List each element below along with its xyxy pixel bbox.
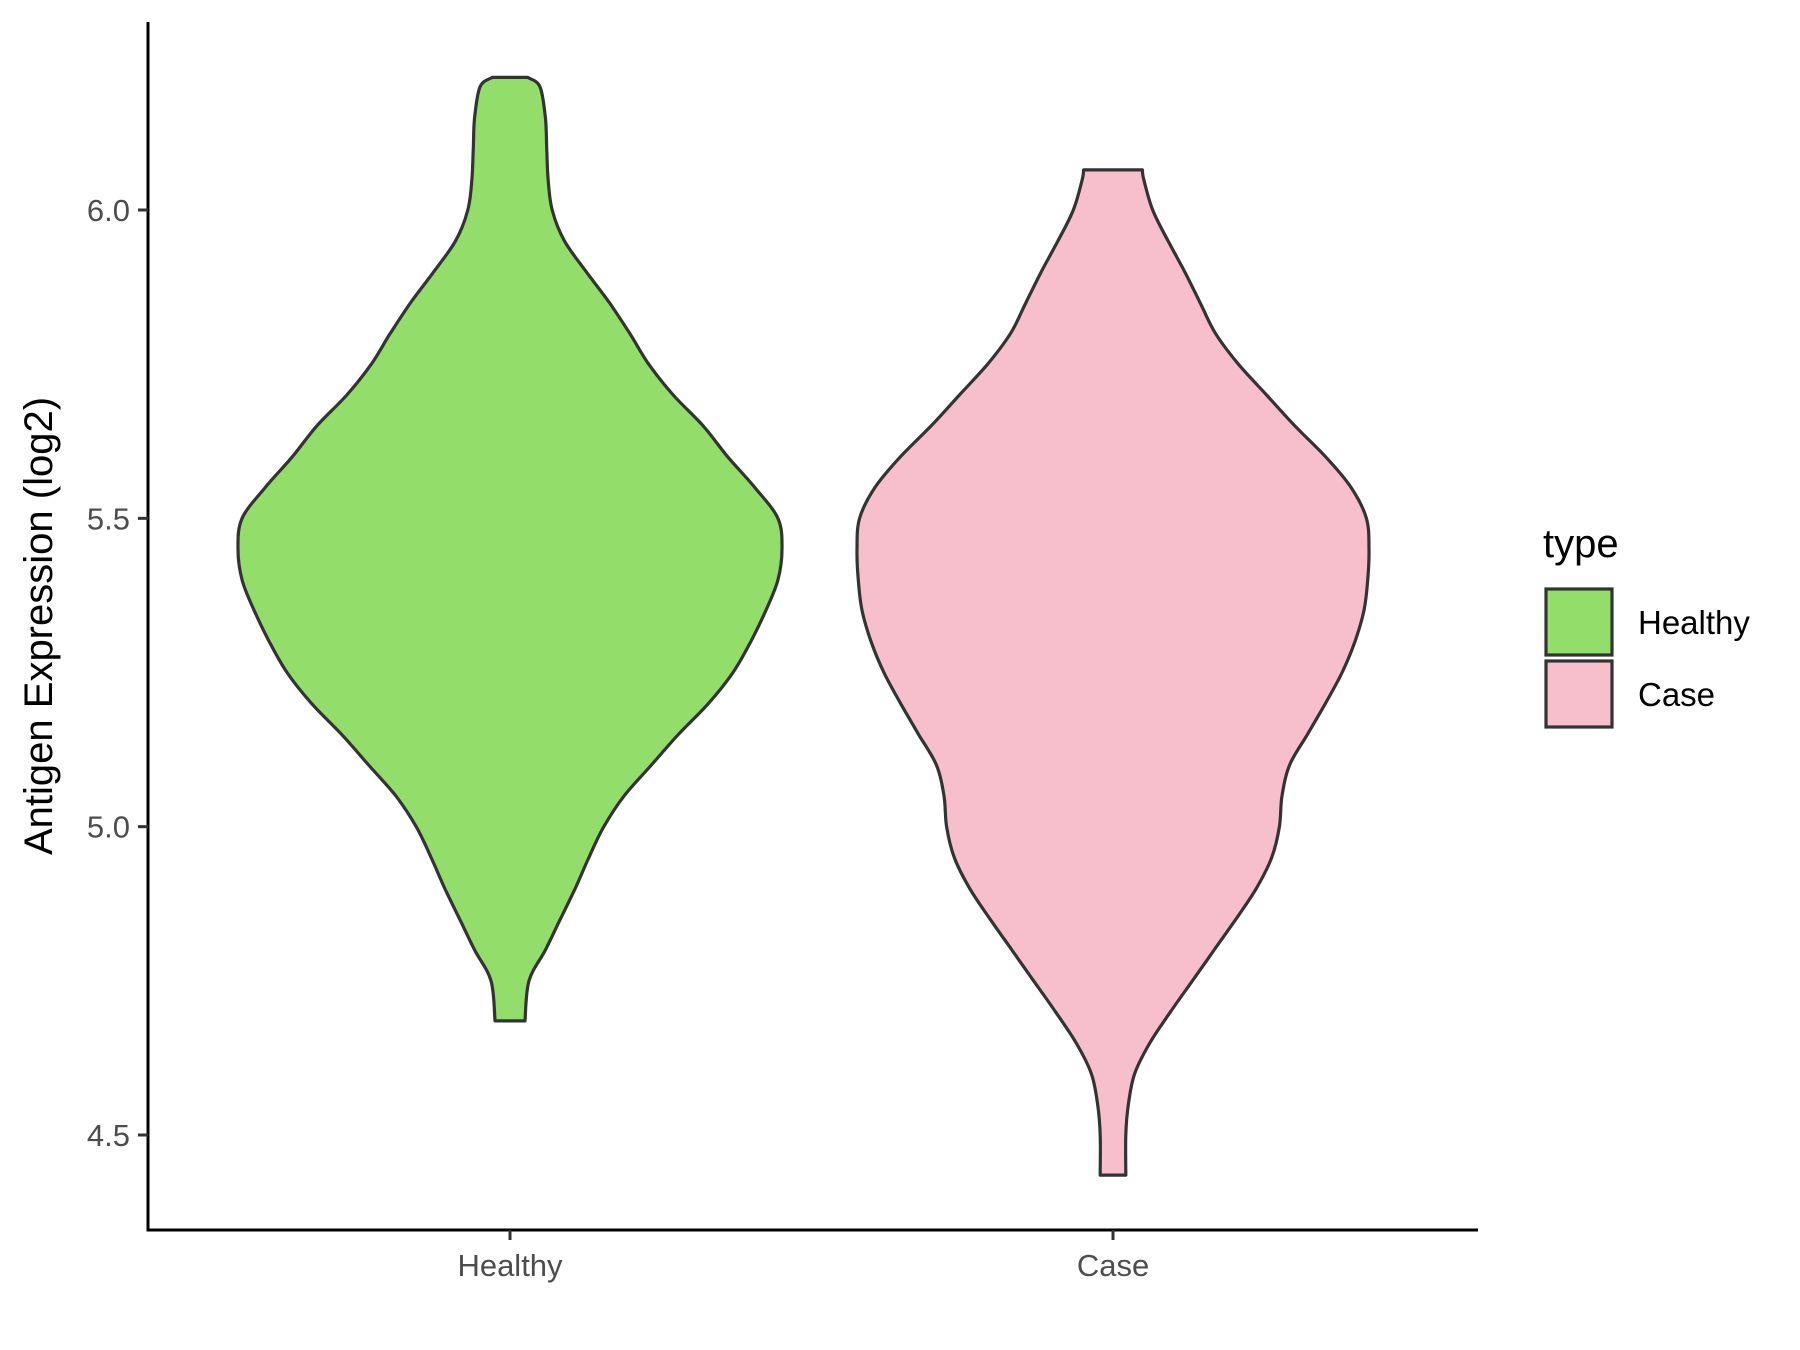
y-ticks: 4.5 5.0 5.5 6.0 (87, 193, 148, 1153)
y-tick-label: 4.5 (87, 1118, 130, 1153)
violins-layer (236, 75, 1371, 1177)
legend-items: Healthy Case (1544, 587, 1750, 729)
y-tick-label: 6.0 (87, 193, 130, 228)
axes-layer (146, 22, 1478, 1232)
legend-title: type (1543, 522, 1619, 566)
legend-key-healthy (1544, 587, 1614, 657)
legend-key-case (1544, 659, 1614, 729)
violin-healthy (236, 75, 784, 1023)
y-axis-title: Antigen Expression (log2) (17, 397, 61, 855)
x-tick-label: Healthy (457, 1248, 563, 1283)
violin-case (855, 168, 1371, 1177)
legend-label-case: Case (1638, 676, 1715, 713)
y-tick-label: 5.0 (87, 810, 130, 845)
legend: type Healthy Case (1543, 522, 1750, 729)
x-ticks: Healthy Case (457, 1230, 1149, 1283)
legend-label-healthy: Healthy (1638, 604, 1750, 641)
x-tick-label: Case (1077, 1248, 1149, 1283)
y-tick-label: 5.5 (87, 501, 130, 536)
